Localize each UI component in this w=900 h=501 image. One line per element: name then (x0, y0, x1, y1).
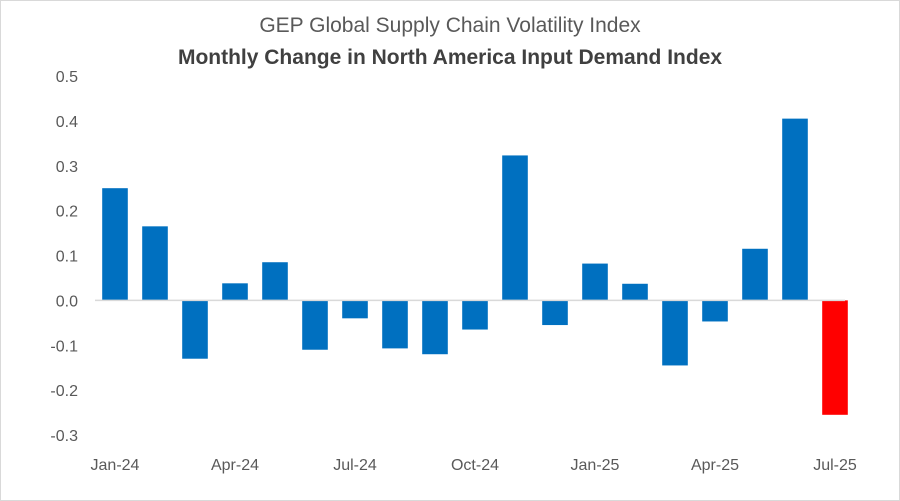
bar-dec-24 (542, 300, 568, 326)
bar-sep-24 (422, 300, 448, 355)
bar-apr-25 (702, 300, 728, 322)
bar-jul-24 (342, 300, 368, 319)
bar-jul-25 (822, 300, 848, 415)
bar-feb-25 (622, 283, 648, 301)
bar-jan-24 (102, 188, 128, 301)
y-tick-label: 0.1 (56, 249, 78, 266)
y-tick-label: 0.4 (56, 114, 78, 131)
y-tick-label: 0.3 (56, 159, 78, 176)
bar-mar-24 (182, 300, 208, 359)
bar-mar-25 (662, 300, 688, 366)
x-tick-label: Oct-24 (451, 457, 499, 474)
bar-series (102, 118, 848, 415)
bar-jun-25 (782, 118, 808, 301)
x-tick-label: Jan-24 (91, 457, 140, 474)
x-tick-label: Apr-24 (211, 457, 259, 474)
bar-apr-24 (222, 283, 248, 301)
y-tick-label: 0.2 (56, 204, 78, 221)
chart-title: GEP Global Supply Chain Volatility Index (259, 14, 641, 37)
x-tick-label: Jan-25 (571, 457, 620, 474)
x-tick-label: Jul-25 (813, 457, 857, 474)
bar-aug-24 (382, 300, 408, 349)
bar-may-25 (742, 248, 768, 301)
bar-oct-24 (462, 300, 488, 330)
y-tick-label: -0.1 (50, 338, 78, 355)
bar-may-24 (262, 262, 288, 301)
y-tick-label: 0.5 (56, 69, 78, 86)
y-axis: 0.5 0.4 0.3 0.2 0.1 0.0 -0.1 -0.2 -0.3 (50, 69, 78, 445)
x-axis: Jan-24 Apr-24 Jul-24 Oct-24 Jan-25 Apr-25 Jul-… (91, 457, 857, 474)
x-tick-label: Apr-25 (691, 457, 739, 474)
bar-jun-24 (302, 300, 328, 350)
chart-subtitle: Monthly Change in North America Input De… (177, 46, 723, 69)
bar-nov-24 (502, 155, 528, 301)
x-tick-label: Jul-24 (333, 457, 377, 474)
bar-jan-25 (582, 263, 608, 301)
y-tick-label: -0.3 (50, 428, 78, 445)
bar-feb-24 (142, 226, 168, 301)
y-tick-label: 0.0 (56, 293, 78, 310)
y-tick-label: -0.2 (50, 383, 78, 400)
